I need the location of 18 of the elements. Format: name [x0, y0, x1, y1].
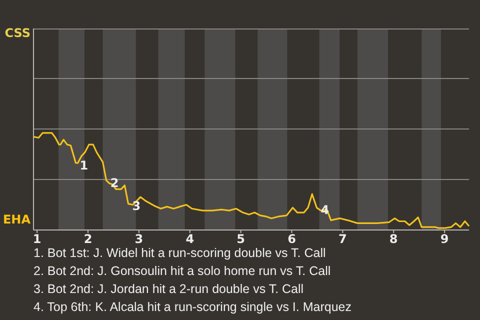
text: 2. Bot 2nd: J. Gonsoulin hit a solo home run vs T. Call: [34, 264, 331, 278]
x-tick-label: 1: [32, 232, 42, 246]
text: 1. Bot 1st: J. Widel hit a run-scoring double vs T. Call: [34, 246, 326, 260]
x-tick-label: 8: [389, 232, 398, 246]
x-tick-label: 2: [84, 232, 92, 246]
text: EHA: [2, 212, 32, 226]
x-tick-label: 7: [338, 232, 347, 246]
text: 4. Top 6th: K. Alcala hit a run-scoring single vs I. Marquez: [34, 300, 352, 314]
x-tick-label: 9: [440, 232, 449, 246]
text: CSS: [4, 26, 30, 40]
x-tick-label: 6: [288, 232, 296, 246]
x-tick-label: 5: [236, 232, 245, 246]
annotation: 1: [80, 158, 88, 172]
x-tick-label: 3: [134, 232, 144, 246]
x-tick-label: 4: [186, 232, 194, 246]
text: 3. Bot 2nd: J. Jordan hit a 2-run double vs T. Call: [34, 282, 304, 296]
annotation: 2: [110, 176, 119, 190]
annotation: 3: [132, 199, 141, 214]
